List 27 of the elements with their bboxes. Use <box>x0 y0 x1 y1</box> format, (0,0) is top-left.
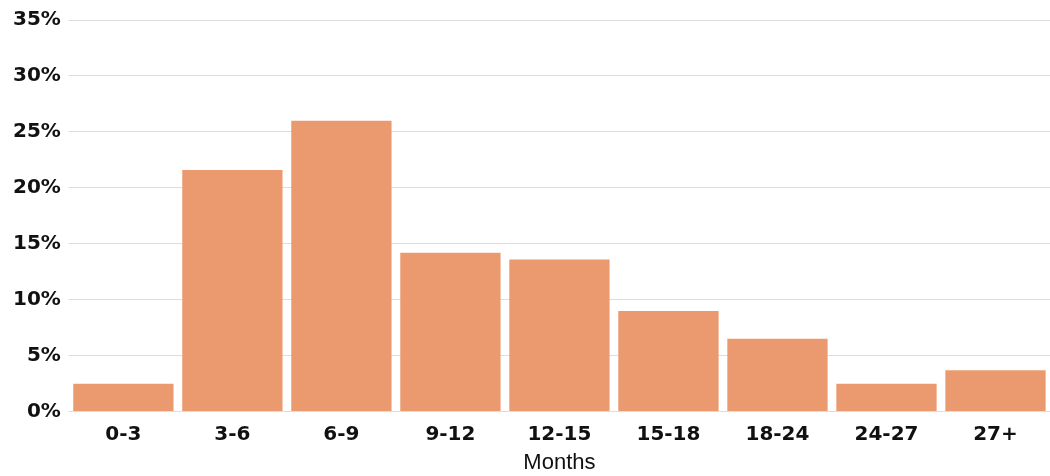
y-tick-label: 35% <box>13 6 61 31</box>
x-tick-label: 12-15 <box>527 420 592 445</box>
bar <box>836 383 937 412</box>
x-tick-label: 6-9 <box>323 420 360 445</box>
y-tick-label: 5% <box>26 341 61 366</box>
x-tick-label: 24-27 <box>854 420 919 445</box>
bar <box>400 252 501 412</box>
y-tick-label: 0% <box>26 397 61 422</box>
bar <box>509 259 610 412</box>
x-tick-label: 15-18 <box>636 420 701 445</box>
bar <box>727 338 828 412</box>
x-tick-label: 0-3 <box>105 420 142 445</box>
x-axis-title: Months <box>523 448 596 474</box>
y-tick-label: 20% <box>13 174 61 199</box>
bar <box>291 120 392 412</box>
y-tick-label: 25% <box>13 118 61 143</box>
bar <box>618 310 719 412</box>
x-tick-label: 27+ <box>973 420 1018 445</box>
x-tick-label: 18-24 <box>745 420 810 445</box>
y-tick-label: 10% <box>13 285 61 310</box>
bar <box>73 383 174 412</box>
bar <box>182 169 283 412</box>
y-tick-label: 30% <box>13 62 61 87</box>
bar <box>945 370 1046 412</box>
x-tick-label: 9-12 <box>425 420 476 445</box>
y-tick-label: 15% <box>13 229 61 254</box>
x-tick-label: 3-6 <box>214 420 251 445</box>
